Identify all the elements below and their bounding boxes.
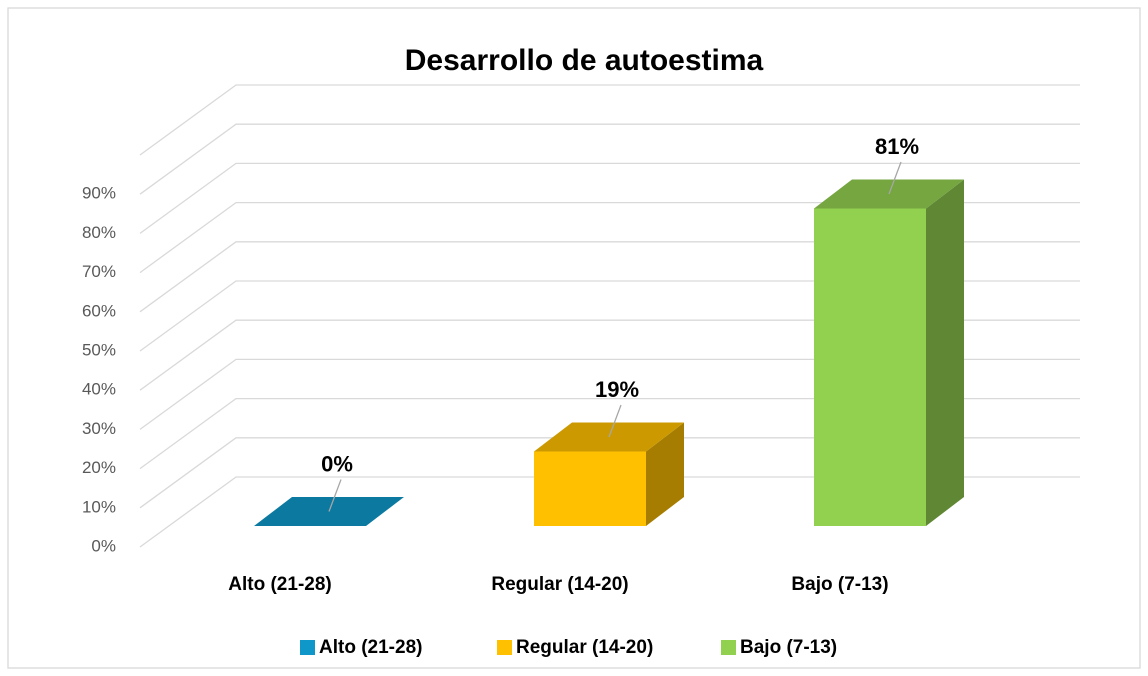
y-tick-label: 70% bbox=[82, 262, 116, 281]
grid-line bbox=[139, 241, 1080, 313]
x-tick-label: Regular (14-20) bbox=[491, 574, 628, 595]
legend-swatch bbox=[497, 640, 512, 655]
data-label: 0% bbox=[321, 451, 353, 476]
grid-line bbox=[139, 358, 1080, 430]
y-tick-label: 60% bbox=[82, 301, 116, 320]
leader-line bbox=[888, 161, 902, 195]
y-tick-label: 40% bbox=[82, 380, 116, 399]
grid-line bbox=[139, 476, 1080, 548]
y-tick-label: 50% bbox=[82, 340, 116, 359]
legend-swatch bbox=[721, 640, 736, 655]
legend-label: Regular (14-20) bbox=[516, 637, 653, 658]
x-tick-label: Bajo (7-13) bbox=[791, 574, 888, 595]
grid-line bbox=[139, 201, 1080, 274]
legend-label: Bajo (7-13) bbox=[740, 637, 837, 658]
leader-line bbox=[328, 479, 342, 512]
grid-line bbox=[139, 162, 1080, 234]
y-tick-label: 80% bbox=[82, 223, 116, 242]
chart-title: Desarrollo de autoestima bbox=[405, 44, 764, 77]
y-tick-label: 10% bbox=[82, 497, 116, 516]
y-tick-label: 90% bbox=[82, 184, 116, 203]
legend-label: Alto (21-28) bbox=[319, 637, 422, 658]
chart-frame bbox=[7, 7, 1141, 669]
y-tick-label: 0% bbox=[91, 536, 116, 555]
bar-front bbox=[534, 451, 646, 526]
x-tick-label: Alto (21-28) bbox=[228, 574, 331, 595]
grid-line bbox=[139, 397, 1080, 470]
leader-line bbox=[608, 404, 622, 438]
data-label: 81% bbox=[875, 134, 919, 159]
grid-line bbox=[139, 437, 1080, 509]
y-tick-label: 20% bbox=[82, 458, 116, 477]
legend-swatch bbox=[300, 640, 315, 655]
bar-side bbox=[646, 422, 684, 526]
bar-front bbox=[814, 208, 926, 527]
grid-line bbox=[139, 84, 1080, 156]
grid-line bbox=[139, 123, 1080, 195]
y-tick-label: 30% bbox=[82, 419, 116, 438]
grid-line bbox=[139, 319, 1080, 391]
grid-line bbox=[139, 280, 1080, 352]
bar-side bbox=[926, 179, 964, 527]
data-label: 19% bbox=[595, 377, 639, 402]
